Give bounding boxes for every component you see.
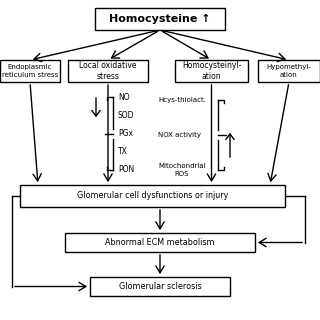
Bar (258, 60, 320, 82)
Bar (68, 60, 148, 82)
Text: SOD: SOD (118, 111, 134, 120)
Text: NO: NO (118, 92, 130, 101)
Bar (0, 60, 60, 82)
Text: Mitochondrial
ROS: Mitochondrial ROS (158, 164, 206, 177)
Text: Local oxidative
stress: Local oxidative stress (79, 61, 137, 81)
Text: Hypomethyl-
ation: Hypomethyl- ation (267, 64, 311, 78)
Text: PON: PON (118, 165, 134, 174)
Text: Glomerular cell dysfunctions or injury: Glomerular cell dysfunctions or injury (77, 191, 228, 201)
Text: Homocysteinyl-
ation: Homocysteinyl- ation (182, 61, 241, 81)
Text: Homocysteine ↑: Homocysteine ↑ (109, 14, 211, 24)
Text: TX: TX (118, 147, 128, 156)
Text: Glomerular sclerosis: Glomerular sclerosis (119, 282, 201, 291)
Bar (20, 185, 285, 207)
Text: Endoplasmic
reticulum stress: Endoplasmic reticulum stress (2, 64, 58, 78)
Bar (95, 8, 225, 30)
Text: Abnormal ECM metabolism: Abnormal ECM metabolism (105, 238, 215, 247)
Text: Hcys-thiolact.: Hcys-thiolact. (158, 97, 206, 103)
Text: NOX activity: NOX activity (158, 132, 201, 138)
Text: PGx: PGx (118, 129, 133, 138)
Bar (65, 233, 255, 252)
Bar (90, 277, 230, 296)
Bar (175, 60, 248, 82)
